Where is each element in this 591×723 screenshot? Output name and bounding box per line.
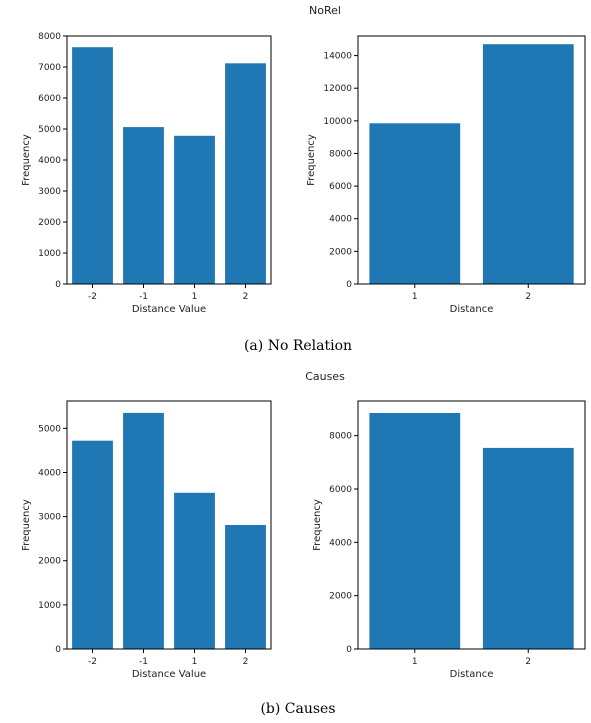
y-tick-label: 4000 (38, 468, 61, 478)
y-tick-label: 5000 (38, 424, 61, 434)
panel-a-suptitle: NoRel (309, 4, 341, 17)
bar (369, 413, 461, 649)
bar (123, 412, 164, 649)
x-axis-label: Distance Value (132, 669, 206, 680)
bar (174, 492, 215, 649)
y-tick-label: 8000 (329, 149, 352, 159)
chart-norel-distance-value: -2 -1 1 2 0 1000 2000 3000 4000 5000 6000 7000 8000 D… (21, 32, 272, 315)
y-tick-label: 0 (346, 645, 352, 655)
x-tick-label: 1 (192, 657, 198, 667)
bar (174, 135, 215, 284)
bar (225, 525, 266, 649)
y-tick-label: 1000 (38, 249, 61, 259)
x-tick-label: 1 (412, 657, 418, 667)
y-tick-label: 1000 (38, 601, 61, 611)
y-tick-label: 6000 (329, 182, 352, 192)
y-axis-label: Frequency (306, 134, 317, 186)
y-tick-label: 2000 (38, 557, 61, 567)
y-tick-label: 12000 (323, 84, 352, 94)
chart-causes-distance-value: -2 -1 1 2 0 1000 2000 3000 4000 5000 Distance Valu… (21, 400, 272, 680)
bar (482, 44, 574, 285)
y-tick-label: 3000 (38, 187, 61, 197)
bar (72, 47, 113, 285)
y-tick-label: 6000 (38, 94, 61, 104)
bar (482, 447, 574, 649)
y-tick-label: 5000 (38, 125, 61, 135)
plot-frame (357, 35, 586, 285)
x-tick-label: -2 (88, 292, 97, 302)
x-axis-label: Distance (450, 304, 494, 315)
x-tick-label: -1 (139, 657, 148, 667)
y-tick-label: 8000 (329, 432, 352, 442)
x-tick-label: 2 (525, 657, 531, 667)
y-tick-label: 14000 (323, 52, 352, 62)
plot-frame (66, 400, 272, 650)
x-tick-label: 2 (243, 657, 249, 667)
y-axis-label: Frequency (21, 499, 32, 551)
y-tick-label: 8000 (38, 32, 61, 42)
panel-a-caption: (a) No Relation (244, 338, 352, 354)
y-tick-label: 2000 (329, 592, 352, 602)
y-tick-label: 0 (55, 280, 61, 290)
x-tick-label: 1 (192, 292, 198, 302)
y-tick-label: 2000 (329, 247, 352, 257)
bar (72, 440, 113, 649)
y-tick-label: 3000 (38, 513, 61, 523)
y-tick-label: 0 (346, 280, 352, 290)
plot-frame (66, 35, 272, 285)
y-tick-label: 0 (55, 645, 61, 655)
chart-causes-distance: 1 2 0 2000 4000 6000 8000 Distance Frequency (312, 400, 586, 680)
x-axis-label: Distance Value (132, 304, 206, 315)
y-tick-label: 4000 (38, 156, 61, 166)
y-tick-label: 7000 (38, 63, 61, 73)
x-tick-label: -1 (139, 292, 148, 302)
bar (225, 63, 266, 284)
y-tick-label: 4000 (329, 215, 352, 225)
x-tick-label: 2 (525, 292, 531, 302)
y-tick-label: 6000 (329, 485, 352, 495)
x-axis-label: Distance (450, 669, 494, 680)
plot-frame (357, 400, 586, 650)
y-axis-label: Frequency (312, 499, 323, 551)
x-tick-label: -2 (88, 657, 97, 667)
bar (369, 123, 461, 284)
panel-b-caption: (b) Causes (260, 701, 335, 717)
chart-norel-distance: 1 2 0 2000 4000 6000 8000 10000 12000 14000 Distan… (306, 35, 586, 315)
y-tick-label: 2000 (38, 218, 61, 228)
x-tick-label: 1 (412, 292, 418, 302)
panel-b-suptitle: Causes (305, 370, 345, 383)
y-axis-label: Frequency (21, 134, 32, 186)
y-tick-label: 4000 (329, 538, 352, 548)
x-tick-label: 2 (243, 292, 249, 302)
bar (123, 127, 164, 284)
y-tick-label: 10000 (323, 117, 352, 127)
